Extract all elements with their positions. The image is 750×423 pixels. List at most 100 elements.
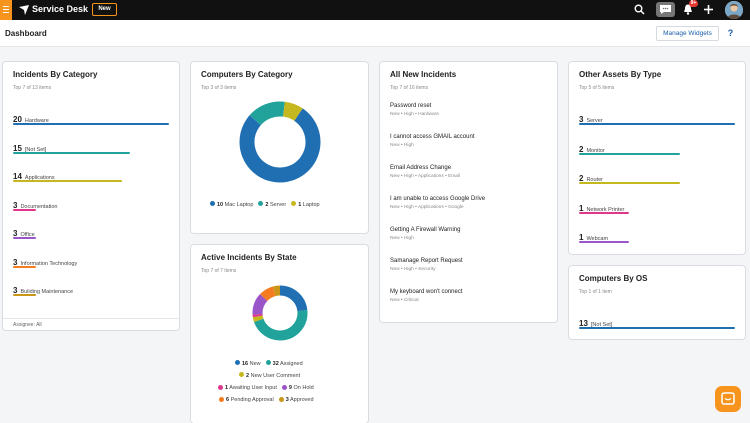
item-count: 3 [13,286,18,295]
item-bar [579,327,735,329]
donut-slice[interactable] [238,97,322,187]
live-chat-button[interactable] [715,386,741,412]
list-item[interactable]: 13 [Not Set] [579,313,612,331]
assignee-filter[interactable]: Assignee: All [13,322,42,328]
list-item[interactable]: 15 [Not Set] [13,138,46,156]
all-new-incidents-widget[interactable]: All New Incidents Top 7 of 16 items Pass… [379,61,558,323]
help-button[interactable]: ? [727,28,734,38]
chart-legend-row: 1 Awaiting User Input 9 On Hold [218,384,319,392]
computers-by-category-widget[interactable]: Computers By Category Top 3 of 3 items 1… [190,61,369,234]
active-incidents-by-state-widget[interactable]: Active Incidents By State Top 7 of 7 ite… [190,244,369,423]
user-avatar[interactable] [725,1,743,19]
chat-bubble-icon [721,392,735,405]
widget-subtitle: Top 7 of 7 items [201,268,237,274]
widget-title: Incidents By Category [13,70,98,79]
incidents-by-category-widget[interactable]: Incidents By Category Top 7 of 13 items … [2,61,180,331]
chart-legend-row: 2 New User Comment [239,372,305,379]
new-button[interactable]: New [92,3,117,16]
list-item[interactable]: 2 Router [579,168,603,186]
widget-title: Other Assets By Type [579,70,662,79]
legend-item[interactable]: 9 On Hold [281,384,314,392]
legend-item[interactable]: 32 Assigned [265,360,303,367]
chat-button[interactable] [656,2,675,17]
active-incidents-donut-chart [252,285,308,341]
legend-swatch [218,384,223,390]
incident-title[interactable]: My keyboard won't connect [390,289,463,295]
legend-item[interactable]: 2 Server [258,201,286,208]
list-item[interactable]: 14 Applications [13,166,55,184]
legend-value: 9 [288,385,292,392]
legend-item[interactable]: 16 New [235,360,261,367]
legend-item[interactable]: 6 Pending Approval [219,396,274,403]
legend-value: 3 [285,397,289,404]
item-bar [579,241,629,243]
incident-list-item[interactable]: Getting A Firewall Warning New • High [390,227,460,241]
legend-swatch [291,201,297,206]
page-title: Dashboard [5,29,47,38]
legend-item[interactable]: 1 Laptop [291,201,320,208]
legend-label: New [248,360,261,367]
item-label: Information Technology [20,260,78,267]
incident-title[interactable]: Email Address Change [390,165,452,171]
legend-value: 32 [272,360,279,367]
hamburger-menu-button[interactable] [0,0,12,20]
incident-title[interactable]: Password reset [390,103,432,109]
legend-value: 2 [246,372,250,379]
incident-list-item[interactable]: I am unable to access Google Drive New • … [390,196,485,210]
item-label: Applications [24,175,55,181]
item-label: Webcam [586,236,609,242]
incident-title[interactable]: Samanage Report Request [390,258,463,264]
incident-meta: New • Critical [390,298,419,303]
incident-meta: New • High • Applications • Google [390,205,464,210]
legend-swatch [239,372,244,378]
incident-title[interactable]: Getting A Firewall Warning [390,227,461,233]
legend-swatch [219,396,224,402]
donut-slice[interactable] [252,285,308,341]
donut-slice[interactable] [252,285,308,341]
list-item[interactable]: 3 Documentation [13,195,57,213]
app-name: Service Desk [32,4,89,14]
list-item[interactable]: 3 Building Maintenance [13,280,73,298]
add-icon[interactable] [703,3,714,16]
list-item[interactable]: 1 Network Printer [579,198,624,216]
legend-swatch [210,201,215,206]
computers-by-os-widget[interactable]: Computers By OS Top 1 of 1 item 13 [Not S… [568,265,746,340]
list-item[interactable]: 20 Hardware [13,109,49,127]
legend-value: 1 [225,385,229,392]
incident-list-item[interactable]: I cannot access GMAIL account New • High [390,134,475,148]
item-bar [13,123,169,125]
incident-list-item[interactable]: Password reset New • High • Hardware [390,103,439,117]
search-icon[interactable] [634,3,645,16]
incident-list-item[interactable]: My keyboard won't connect New • Critical [390,289,463,303]
legend-item[interactable]: 2 New User Comment [239,372,300,379]
item-count: 1 [579,233,584,242]
legend-item[interactable]: 3 Approved [278,396,314,404]
incident-title[interactable]: I cannot access GMAIL account [390,134,475,140]
list-item[interactable]: 3 Server [579,109,603,127]
legend-swatch [278,396,284,402]
incident-meta: New • High • Applications • Email [390,174,461,179]
incident-meta: New • High • Security [390,267,436,272]
legend-item[interactable]: 1 Awaiting User Input [218,384,277,392]
incident-list-item[interactable]: Samanage Report Request New • High • Secu… [390,258,463,272]
manage-widgets-button[interactable]: Manage Widgets [656,26,719,41]
user-avatar-icon [725,1,743,19]
widget-title: Active Incidents By State [201,253,297,262]
list-item[interactable]: 2 Monitor [579,139,605,157]
legend-value: 2 [265,201,269,208]
chart-legend-row: 16 New 32 Assigned [235,360,308,367]
incident-title[interactable]: I am unable to access Google Drive [390,196,486,202]
legend-swatch [258,201,264,206]
list-item[interactable]: 3 Office [13,223,35,241]
item-label: Server [586,118,603,124]
legend-swatch [265,360,271,365]
widget-footer: Assignee: All [3,318,179,330]
list-item[interactable]: 1 Webcam [579,227,608,245]
donut-slice[interactable] [252,285,308,341]
list-item[interactable]: 3 Information Technology [13,252,77,270]
legend-item[interactable]: 10 Mac Laptop [210,201,253,208]
item-bar [13,208,37,211]
incident-list-item[interactable]: Email Address Change New • High • Applica… [390,165,460,179]
item-count: 13 [579,319,588,328]
